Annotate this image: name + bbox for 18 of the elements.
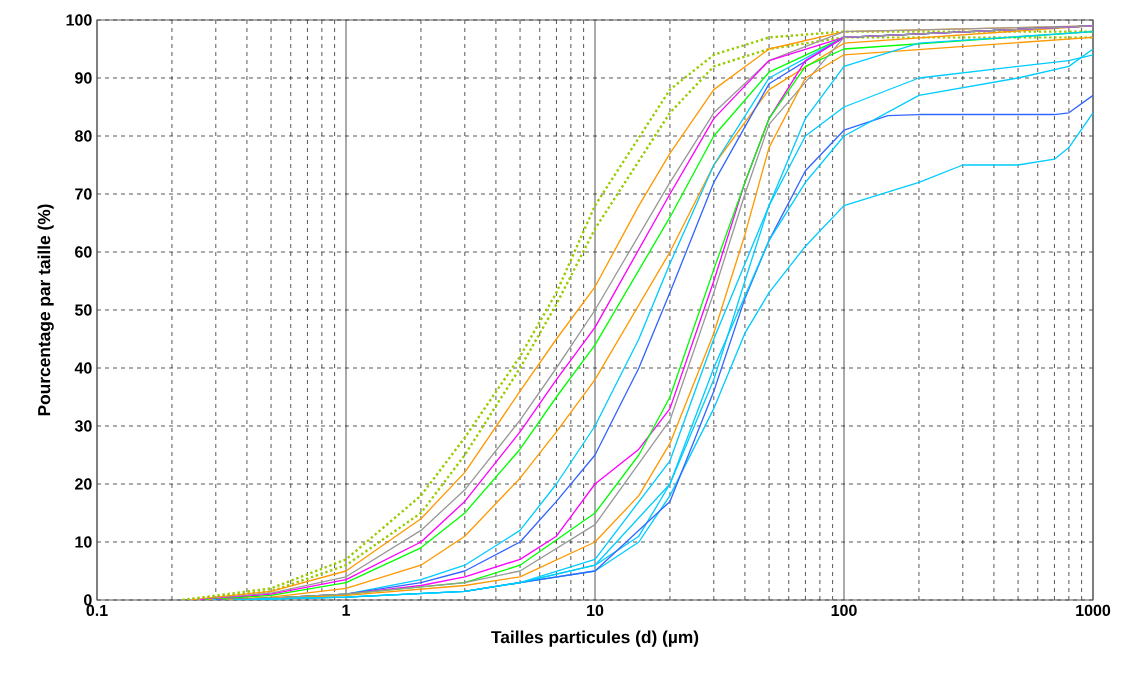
y-tick-label: 40 <box>74 362 92 374</box>
y-tick-label: 60 <box>75 246 92 258</box>
y-tick-label: 50 <box>75 304 92 316</box>
y-tick-label: 70 <box>75 188 92 200</box>
y-tick-label: 30 <box>74 420 92 432</box>
y-tick-label: 90 <box>75 72 92 84</box>
y-tick-label: 20 <box>75 478 92 490</box>
y-tick-label: 10 <box>75 536 92 548</box>
x-tick-label: 10 <box>587 604 604 617</box>
y-tick-label: 100 <box>66 14 92 26</box>
x-tick-label: 1 <box>342 604 350 616</box>
x-axis-title: Tailles particules (d) (µm) <box>491 630 699 647</box>
x-tick-label: 100 <box>831 604 857 617</box>
y-tick-label: 0 <box>84 594 92 606</box>
x-tick-label: 0.1 <box>86 604 108 617</box>
y-tick-label: 80 <box>75 130 92 142</box>
x-tick-label: 1000 <box>1076 604 1111 617</box>
y-axis-title: Pourcentage par taille (%) <box>37 204 54 416</box>
